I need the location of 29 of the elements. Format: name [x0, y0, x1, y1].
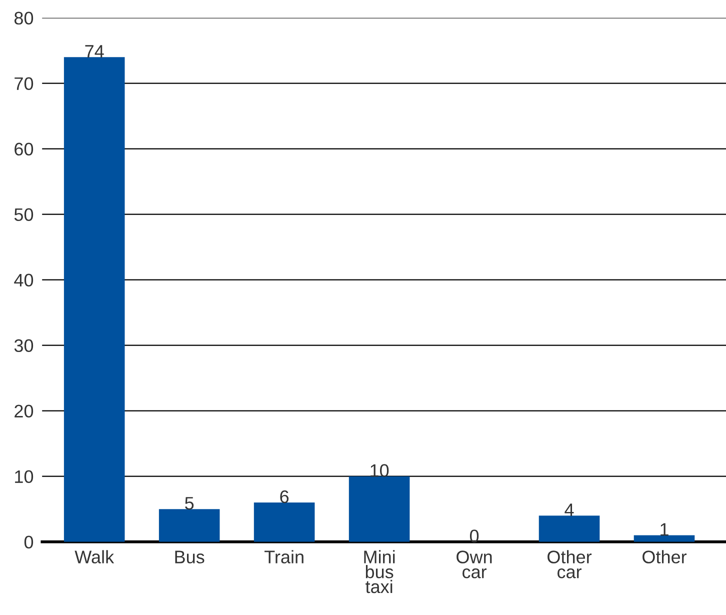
bar — [64, 57, 125, 542]
y-tick-label: 80 — [14, 12, 34, 25]
x-tick-label: Other — [642, 550, 687, 564]
x-tick-label: Bus — [175, 550, 204, 564]
x-tick-label: Train — [264, 550, 304, 564]
y-tick-label: 0 — [24, 536, 34, 549]
data-label: 4 — [564, 504, 574, 516]
y-tick-label: 10 — [15, 470, 34, 484]
x-tick-label: Walk — [74, 550, 114, 564]
y-tick-label: 40 — [14, 274, 34, 287]
bar — [634, 535, 695, 542]
x-tick-label: Own car — [456, 550, 492, 578]
y-tick-label: 20 — [14, 404, 34, 418]
data-label: 1 — [660, 523, 668, 536]
data-label: 74 — [85, 45, 104, 58]
bar — [348, 476, 410, 542]
x-tick-label: Other car — [548, 550, 592, 578]
data-label: 0 — [470, 530, 479, 542]
bar — [158, 509, 220, 542]
x-tick-label: Mini bus taxi — [364, 550, 395, 594]
y-tick-label: 60 — [14, 142, 34, 156]
y-tick-label: 70 — [14, 77, 34, 90]
data-label: 10 — [370, 464, 389, 477]
bar — [538, 516, 600, 542]
y-tick-label: 50 — [14, 208, 34, 222]
y-tick-label: 30 — [14, 339, 34, 352]
data-label: 5 — [185, 497, 194, 510]
bar — [254, 502, 315, 542]
data-label: 6 — [280, 490, 289, 504]
